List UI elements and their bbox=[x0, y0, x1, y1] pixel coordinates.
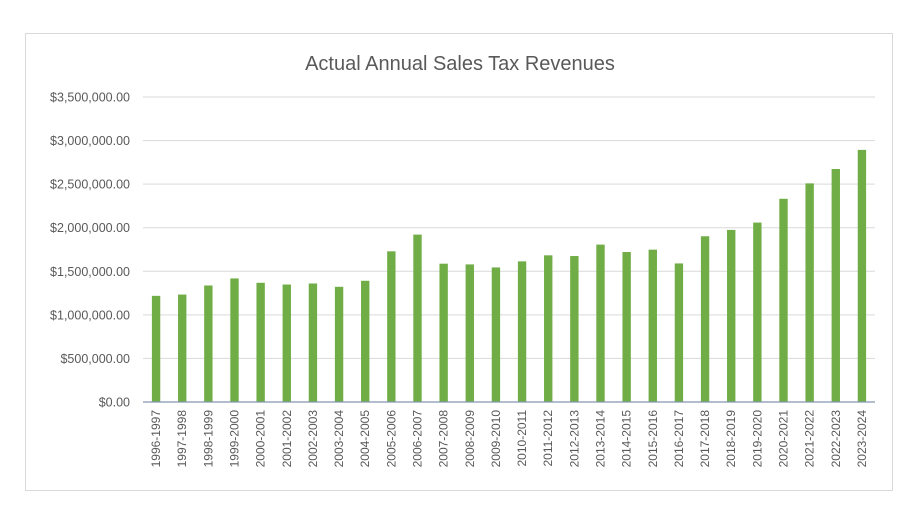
bar bbox=[361, 280, 370, 402]
x-tick-label: 2011-2012 bbox=[541, 410, 555, 467]
bar bbox=[570, 256, 579, 402]
x-tick-label: 2013-2014 bbox=[594, 410, 608, 468]
x-tick-label: 2008-2009 bbox=[463, 410, 477, 468]
x-tick-label: 1999-2000 bbox=[228, 410, 242, 468]
x-tick-label: 2022-2023 bbox=[829, 410, 843, 468]
bar bbox=[151, 295, 161, 402]
x-tick-label: 2002-2003 bbox=[306, 410, 320, 468]
x-tick-label: 2018-2019 bbox=[724, 410, 738, 468]
x-tick-label: 2023-2024 bbox=[855, 410, 869, 468]
x-tick-label: 2016-2017 bbox=[672, 410, 686, 468]
x-tick-label: 2010-2011 bbox=[515, 410, 529, 467]
bar bbox=[805, 183, 814, 402]
x-tick-label: 2006-2007 bbox=[411, 410, 425, 468]
x-tick-label: 1997-1998 bbox=[175, 410, 189, 468]
bar bbox=[648, 249, 657, 402]
bar bbox=[622, 252, 631, 402]
x-tick-label: 2001-2002 bbox=[280, 410, 294, 468]
x-tick-label: 2019-2020 bbox=[750, 410, 764, 468]
bar bbox=[700, 236, 710, 402]
y-tick-label: $0.00 bbox=[99, 396, 130, 410]
bar bbox=[334, 286, 344, 402]
bar bbox=[413, 234, 422, 402]
x-tick-label: 2021-2022 bbox=[803, 410, 817, 468]
bar bbox=[387, 251, 396, 402]
bar bbox=[857, 149, 867, 402]
x-tick-label: 2000-2001 bbox=[254, 410, 268, 468]
y-tick-label: $2,000,000.00 bbox=[50, 221, 130, 235]
bar bbox=[230, 278, 239, 402]
chart-title: Actual Annual Sales Tax Revenues bbox=[305, 53, 615, 75]
y-tick-label: $3,500,000.00 bbox=[50, 91, 130, 105]
bar bbox=[439, 263, 448, 402]
x-tick-label: 2005-2006 bbox=[384, 410, 398, 468]
x-axis-labels: 1996-1997 1997-1998 1998-1999 1999-2000 2000… bbox=[149, 410, 869, 468]
bar bbox=[308, 283, 318, 402]
chart-area bbox=[25, 33, 893, 491]
bar bbox=[282, 284, 291, 402]
x-tick-label: 1996-1997 bbox=[149, 410, 163, 468]
x-tick-label: 2004-2005 bbox=[358, 410, 372, 468]
bar bbox=[204, 285, 213, 402]
x-tick-label: 2009-2010 bbox=[489, 410, 503, 468]
y-tick-label: $2,500,000.00 bbox=[50, 178, 130, 192]
x-tick-label: 2017-2018 bbox=[698, 410, 712, 468]
y-tick-label: $1,000,000.00 bbox=[50, 308, 130, 322]
x-tick-label: 2003-2004 bbox=[332, 410, 346, 468]
bar bbox=[674, 263, 684, 402]
x-tick-label: 2007-2008 bbox=[437, 410, 451, 468]
bar bbox=[779, 198, 788, 402]
bar bbox=[596, 244, 605, 402]
y-tick-label: $3,000,000.00 bbox=[50, 134, 130, 148]
bar bbox=[753, 222, 762, 402]
y-axis-labels: $0.00 $500,000.00 $1,000,000.00 $1,500,000.… bbox=[50, 91, 130, 410]
y-tick-label: $500,000.00 bbox=[60, 352, 130, 366]
bar bbox=[491, 267, 501, 402]
x-tick-label: 2015-2016 bbox=[646, 410, 660, 468]
bars bbox=[151, 149, 867, 402]
gridlines bbox=[143, 96, 875, 359]
x-tick-label: 2012-2013 bbox=[567, 410, 581, 468]
bar bbox=[544, 255, 553, 402]
bar bbox=[465, 264, 474, 402]
x-tick-label: 2020-2021 bbox=[777, 410, 791, 468]
bar bbox=[517, 261, 527, 402]
bar bbox=[831, 168, 840, 402]
bar bbox=[178, 294, 187, 402]
x-tick-label: 2014-2015 bbox=[620, 410, 634, 468]
bar bbox=[256, 282, 265, 402]
bar bbox=[727, 229, 736, 402]
x-tick-label: 1998-1999 bbox=[201, 410, 215, 468]
y-tick-label: $1,500,000.00 bbox=[50, 265, 130, 279]
